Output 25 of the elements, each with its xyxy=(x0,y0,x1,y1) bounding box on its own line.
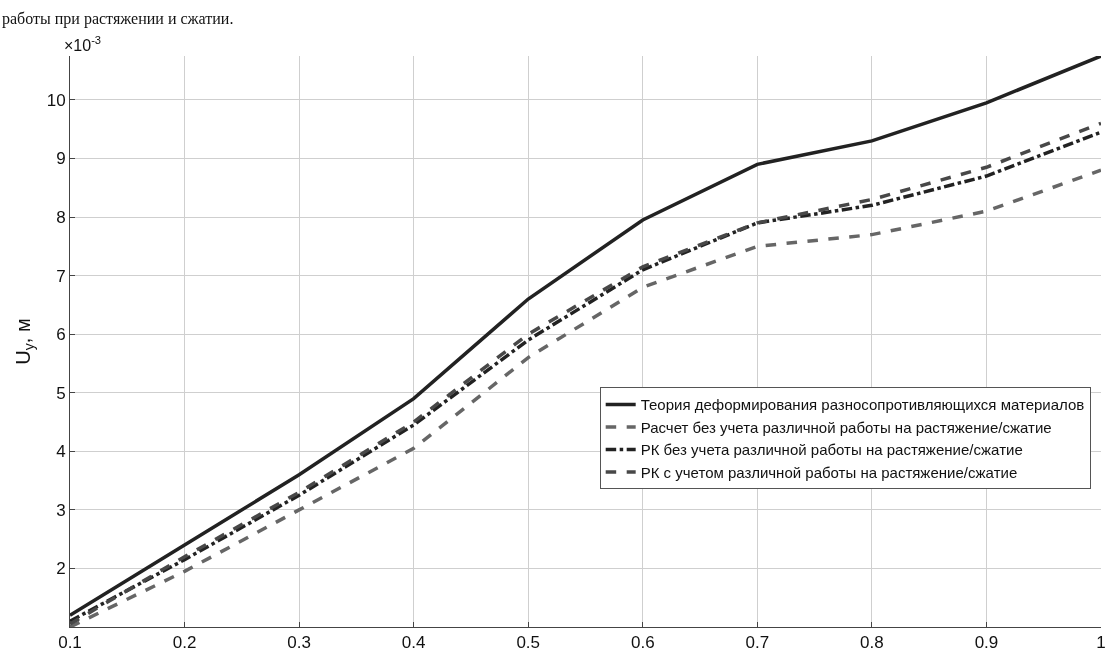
x-tick-label: 1 xyxy=(1096,633,1106,653)
y-tick-label: 2 xyxy=(56,559,66,579)
y-tick-label: 8 xyxy=(56,208,66,227)
x-tick-label: 0.5 xyxy=(516,633,541,653)
y-tick-label: 9 xyxy=(56,149,66,169)
legend-label: Расчет без учета различной работы на растяжение/сжатие xyxy=(640,418,1052,436)
y-tick-label: 6 xyxy=(56,325,66,345)
y-tick-label: 3 xyxy=(56,500,66,520)
y-tick-label: 10 xyxy=(46,90,66,110)
x-tick-label: 0.6 xyxy=(630,633,655,653)
x-tick-label: 0.4 xyxy=(401,633,426,653)
x-tick-label: 0.8 xyxy=(860,633,884,653)
x-tick-label: 0.9 xyxy=(974,633,999,653)
y-tick-label: 5 xyxy=(56,383,66,403)
legend-label: РК без учета различной работы на растяжение/сжатие xyxy=(640,441,1023,459)
y-tick-label: 7 xyxy=(56,266,66,286)
text: ×10$^{-3}$ xyxy=(64,34,102,54)
legend-label: Теория деформирования разносопротивляющихся материалов xyxy=(640,396,1085,414)
y-tick-label: 4 xyxy=(56,442,66,462)
legend-label: РК с учетом различной работы на растяжение/сжатие xyxy=(640,463,1018,481)
text: работы при растяжении и сжатии. xyxy=(2,10,234,28)
x-tick-label: 0.3 xyxy=(287,633,311,653)
x-tick-label: 0.1 xyxy=(58,633,82,653)
x-tick-label: 0.7 xyxy=(745,633,770,653)
x-tick-label: 0.2 xyxy=(172,633,197,653)
